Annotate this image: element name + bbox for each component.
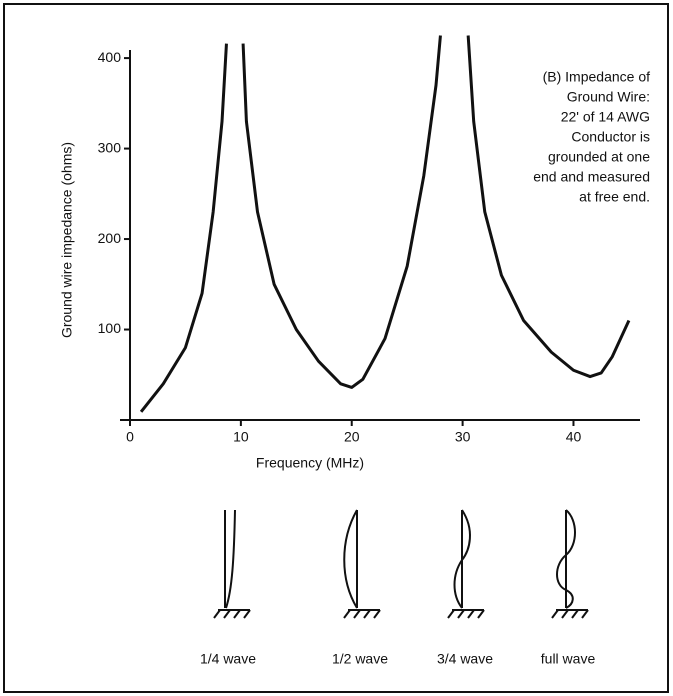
ground: [343, 609, 381, 619]
y-tick-label: 400: [98, 49, 122, 65]
diagram-label: full wave: [541, 651, 596, 667]
x-tick-label: 40: [566, 429, 582, 445]
annotation: grounded at one: [548, 149, 650, 165]
ground: [551, 609, 589, 619]
y-tick-label: 200: [98, 230, 122, 246]
diagram-label: 1/2 wave: [332, 651, 388, 667]
diagram-label: 1/4 wave: [200, 651, 256, 667]
annotation: 22' of 14 AWG: [561, 109, 650, 125]
x-tick-label: 30: [455, 429, 471, 445]
x-tick-label: 10: [233, 429, 249, 445]
annotation: (B) Impedance of: [543, 69, 650, 85]
ground: [447, 609, 485, 619]
wire-diagrams: [213, 509, 589, 619]
wave: [343, 509, 358, 609]
ground: [213, 609, 251, 619]
annotation: Ground Wire:: [567, 89, 650, 105]
annotation: Conductor is: [571, 129, 650, 145]
annotation: at free end.: [579, 189, 650, 205]
annotation: end and measured: [533, 169, 650, 185]
diagram-label: 3/4 wave: [437, 651, 493, 667]
wave: [225, 509, 236, 609]
x-tick-label: 20: [344, 429, 360, 445]
x-axis-label: Frequency (MHz): [256, 455, 364, 471]
y-axis-label: Ground wire impedance (ohms): [59, 142, 75, 338]
line: [139, 35, 631, 413]
frame: [3, 3, 669, 693]
wave: [453, 509, 471, 609]
y-tick-label: 100: [98, 320, 122, 336]
x-tick-label: 0: [126, 429, 134, 445]
wave: [556, 509, 576, 609]
y-tick-label: 300: [98, 139, 122, 155]
